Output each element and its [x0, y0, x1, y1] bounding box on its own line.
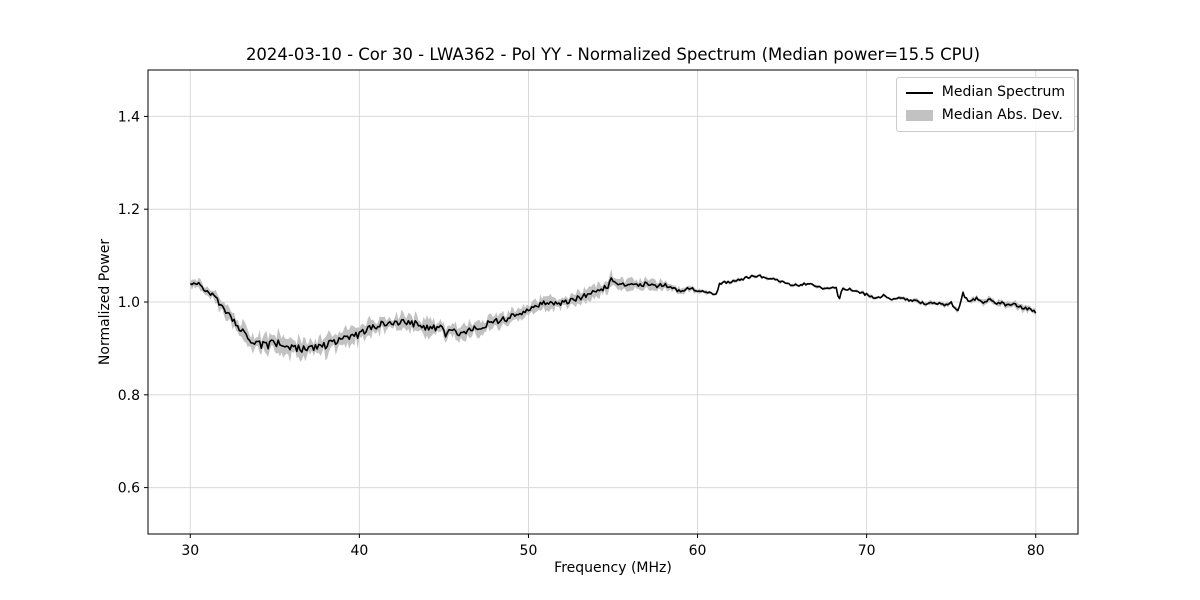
median-abs-dev-patch-swatch: [905, 110, 933, 121]
legend-item-median-abs-dev: Median Abs. Dev.: [905, 106, 1065, 125]
median-spectrum-line-swatch: [905, 91, 933, 94]
chart-title: 2024-03-10 - Cor 30 - LWA362 - Pol YY - …: [245, 45, 981, 64]
x-tick-label: 50: [520, 543, 538, 559]
x-tick-label: 60: [689, 543, 707, 559]
y-tick-label: 1.4: [118, 109, 140, 125]
y-tick-label: 1.2: [118, 202, 140, 218]
x-tick-label: 40: [350, 543, 368, 559]
legend-label: Median Spectrum: [941, 84, 1065, 100]
legend-item-median-spectrum: Median Spectrum: [905, 83, 1065, 102]
x-tick-label: 70: [858, 543, 876, 559]
median-spectrum-line: [189, 274, 1037, 353]
y-tick-label: 1.0: [118, 295, 140, 311]
y-tick-label: 0.8: [118, 388, 140, 404]
x-tick-label: 30: [181, 543, 199, 559]
legend-label: Median Abs. Dev.: [941, 107, 1063, 123]
legend: Median Spectrum Median Abs. Dev.: [895, 77, 1075, 132]
y-tick-label: 0.6: [118, 481, 140, 497]
x-tick-label: 80: [1027, 543, 1045, 559]
x-axis-label: Frequency (MHz): [554, 560, 672, 576]
